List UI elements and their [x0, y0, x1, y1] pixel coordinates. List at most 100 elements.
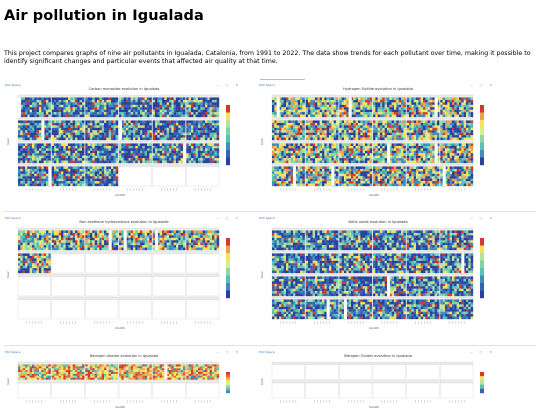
heat-cell: [471, 161, 473, 164]
heat-cell: [365, 174, 367, 177]
heat-cell: [356, 167, 358, 170]
heat-cell: [373, 181, 375, 184]
heat-cell: [99, 148, 101, 151]
heat-cell: [274, 102, 276, 105]
heat-cell: [331, 130, 333, 133]
heat-cell: [75, 169, 77, 172]
heat-cell: [193, 112, 195, 115]
heat-cell: [128, 100, 130, 103]
heat-cell: [363, 184, 365, 187]
heat-cell: [380, 151, 382, 154]
heat-cell: [291, 110, 293, 113]
heat-cell: [102, 169, 104, 172]
heat-cell: [428, 161, 430, 164]
heat-cell: [466, 112, 468, 115]
heat-cell: [196, 107, 198, 110]
heat-cell: [358, 179, 360, 182]
heat-cell: [302, 98, 304, 101]
heat-cell: [302, 144, 304, 147]
heat-cell: [113, 148, 115, 151]
heat-cell: [315, 176, 317, 179]
heat-cell: [459, 125, 461, 128]
heat-cell: [59, 169, 61, 172]
heat-cell: [284, 153, 286, 156]
heat-cell: [52, 181, 54, 184]
heat-cell: [102, 184, 104, 187]
heat-cell: [385, 138, 387, 141]
heat-cell: [73, 135, 75, 138]
heat-cell: [102, 181, 104, 184]
heat-cell: [155, 138, 157, 141]
heat-cell: [394, 123, 396, 126]
heat-cell: [75, 151, 77, 154]
heat-cell: [300, 158, 302, 161]
heat-cell: [378, 123, 380, 126]
heat-cell: [300, 161, 302, 164]
heat-cell: [128, 110, 130, 113]
heat-cell: [315, 135, 317, 138]
heat-cell: [407, 176, 409, 179]
heat-cell: [327, 156, 329, 159]
heat-cell: [414, 138, 416, 141]
heat-cell: [342, 112, 344, 115]
heat-cell: [138, 112, 140, 115]
heat-cell: [34, 167, 36, 170]
heat-cell: [274, 100, 276, 103]
heat-cell: [34, 174, 36, 177]
heat-cell: [308, 146, 310, 149]
heat-cell: [440, 144, 442, 147]
heat-cell: [109, 171, 111, 174]
heat-cell: [279, 146, 281, 149]
heat-cell: [34, 107, 36, 110]
heat-cell: [450, 112, 452, 115]
heat-cell: [385, 156, 387, 159]
heat-cell: [310, 125, 312, 128]
heat-cell: [327, 133, 329, 136]
heat-cell: [363, 174, 365, 177]
heat-cell: [339, 107, 341, 110]
heat-cell: [90, 100, 92, 103]
heat-cell: [66, 128, 68, 131]
heat-cell: [178, 156, 180, 159]
heat-cell: [378, 184, 380, 187]
heat-cell: [284, 146, 286, 149]
heat-cell: [95, 128, 97, 131]
heat-cell: [52, 115, 54, 118]
heat-cell: [356, 98, 358, 101]
heat-cell: [183, 105, 185, 108]
heat-cell: [111, 179, 113, 182]
heat-cell: [399, 161, 401, 164]
heat-cell: [135, 148, 137, 151]
heat-cell: [149, 115, 151, 118]
heat-cell: [113, 181, 115, 184]
heat-cell: [450, 156, 452, 159]
heat-cell: [272, 123, 274, 126]
heat-cell: [421, 130, 423, 133]
heat-cell: [61, 153, 63, 156]
heat-cell: [306, 161, 308, 164]
facet-strip: [52, 164, 85, 167]
heat-cell: [157, 135, 159, 138]
heat-cell: [75, 179, 77, 182]
heat-cell: [186, 128, 188, 131]
heat-cell: [471, 138, 473, 141]
heat-cell: [193, 153, 195, 156]
heat-cell: [147, 151, 149, 154]
heat-cell: [407, 169, 409, 172]
heat-cell: [425, 161, 427, 164]
heat-cell: [396, 146, 398, 149]
heat-cell: [435, 133, 437, 136]
heat-cell: [468, 98, 470, 101]
heat-cell: [308, 153, 310, 156]
heat-cell: [378, 169, 380, 172]
heat-cell: [411, 169, 413, 172]
heat-cell: [310, 102, 312, 105]
heat-cell: [414, 144, 416, 147]
heat-cell: [450, 98, 452, 101]
heat-cell: [92, 167, 94, 170]
heat-cell: [106, 144, 108, 147]
heat-cell: [375, 148, 377, 151]
heat-cell: [46, 133, 48, 136]
heat-cell: [73, 151, 75, 154]
heat-cell: [450, 148, 452, 151]
